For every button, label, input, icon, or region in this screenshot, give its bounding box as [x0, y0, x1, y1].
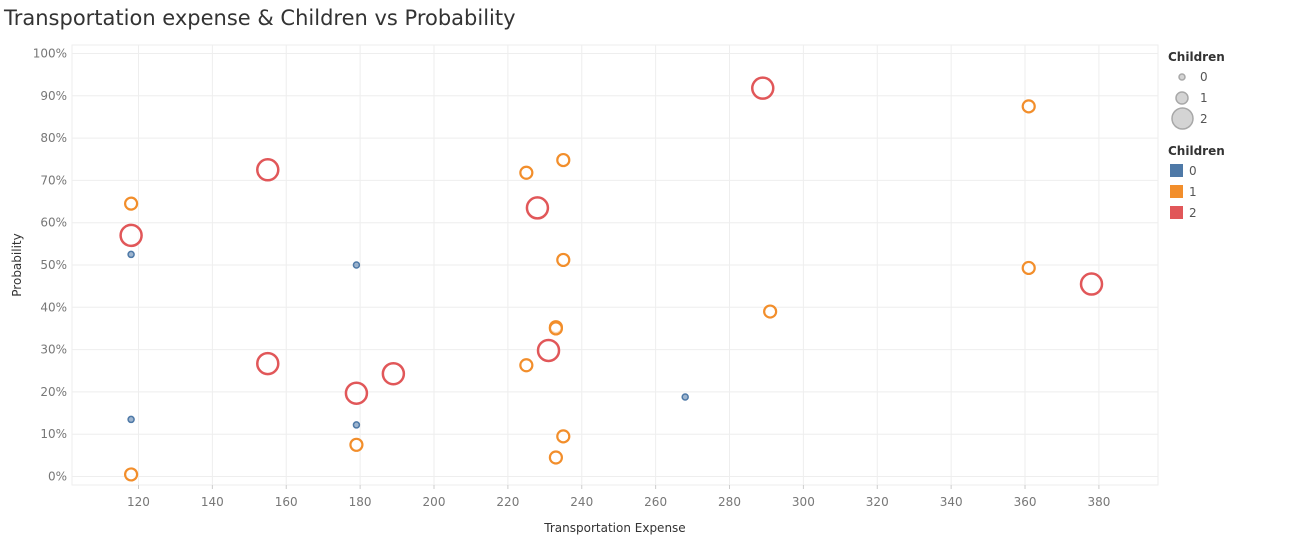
y-axis-ticks: 0% 10% 20% 30% 40% 50% 60% 70% 80% 90% 100% — [33, 46, 67, 483]
y-tick-label: 100% — [33, 46, 67, 60]
color-legend-item[interactable]: 0 — [1168, 160, 1308, 181]
x-axis-title: Transportation Expense — [543, 521, 685, 535]
size-legend-circle-icon — [1168, 90, 1196, 106]
x-tick-label: 160 — [275, 495, 298, 509]
data-point-children-1[interactable] — [548, 450, 563, 465]
chart-title: Transportation expense & Children vs Pro… — [4, 6, 516, 30]
y-tick-label: 70% — [40, 173, 67, 187]
size-legend-circle-icon — [1168, 72, 1196, 82]
x-tick-label: 120 — [127, 495, 150, 509]
x-tick-label: 240 — [570, 495, 593, 509]
x-tick-label: 360 — [1014, 495, 1037, 509]
x-tick-label: 180 — [349, 495, 372, 509]
data-point-children-2[interactable] — [344, 381, 369, 405]
data-point-children-1[interactable] — [124, 467, 139, 482]
x-tick-label: 220 — [496, 495, 519, 509]
x-tick-label: 140 — [201, 495, 224, 509]
color-swatch-icon — [1170, 164, 1183, 177]
color-legend-item[interactable]: 1 — [1168, 181, 1308, 202]
data-point-children-1[interactable] — [124, 196, 139, 211]
data-point-children-2[interactable] — [256, 351, 280, 376]
data-point-children-1[interactable] — [1021, 99, 1036, 114]
y-tick-label: 40% — [40, 300, 67, 314]
y-tick-label: 30% — [40, 343, 67, 357]
x-tick-label: 260 — [644, 495, 667, 509]
data-point-children-1[interactable] — [519, 165, 534, 180]
grid-lines — [71, 44, 1159, 489]
size-legend-title: Children — [1168, 50, 1225, 64]
color-legend-item[interactable]: 2 — [1168, 202, 1308, 223]
data-points[interactable] — [119, 76, 1104, 482]
size-legend-item[interactable]: 1 — [1168, 87, 1308, 108]
y-tick-label: 20% — [40, 385, 67, 399]
data-point-children-1[interactable] — [763, 304, 778, 319]
x-tick-label: 200 — [423, 495, 446, 509]
size-legend-circle-icon — [1168, 106, 1196, 131]
data-point-children-1[interactable] — [556, 252, 571, 268]
data-point-children-2[interactable] — [1079, 272, 1104, 296]
y-tick-label: 90% — [40, 89, 67, 103]
size-legend: Children 0 1 2 — [1168, 50, 1308, 131]
y-tick-label: 0% — [48, 470, 67, 484]
y-axis-title: Probability — [10, 233, 24, 296]
y-tick-label: 50% — [40, 258, 67, 272]
y-tick-label: 10% — [40, 427, 67, 441]
data-point-children-0[interactable] — [352, 261, 361, 269]
data-point-children-1[interactable] — [556, 429, 571, 444]
data-point-children-0[interactable] — [352, 421, 361, 429]
color-swatch-icon — [1170, 206, 1183, 219]
x-tick-label: 300 — [792, 495, 815, 509]
data-point-children-0[interactable] — [127, 250, 135, 259]
size-legend-item[interactable]: 0 — [1168, 66, 1308, 87]
data-point-children-2[interactable] — [751, 76, 775, 100]
data-point-children-2[interactable] — [525, 196, 550, 220]
size-legend-label: 1 — [1200, 90, 1208, 105]
size-legend-label: 2 — [1200, 111, 1208, 126]
data-point-children-0[interactable] — [681, 393, 689, 401]
data-point-children-2[interactable] — [381, 361, 406, 386]
scatter-chart[interactable]: 0% 10% 20% 30% 40% 50% 60% 70% 80% 90% 100% 120 140… — [0, 0, 1160, 544]
data-point-children-2[interactable] — [119, 223, 143, 248]
color-legend-title: Children — [1168, 144, 1225, 158]
y-tick-label: 60% — [40, 216, 67, 230]
x-axis-ticks: 120 140 160 180 200 220 240 260 280 300 320 340 360 3… — [127, 495, 1110, 509]
x-tick-label: 340 — [940, 495, 963, 509]
data-point-children-2[interactable] — [536, 338, 561, 363]
data-point-children-2[interactable] — [256, 158, 280, 182]
data-point-children-1[interactable] — [519, 358, 534, 373]
color-legend-label: 1 — [1189, 184, 1197, 199]
data-point-children-1[interactable] — [556, 152, 571, 168]
data-point-children-1[interactable] — [1021, 260, 1036, 276]
data-point-children-1[interactable] — [349, 437, 364, 452]
color-legend-label: 2 — [1189, 205, 1197, 220]
size-legend-label: 0 — [1200, 69, 1208, 84]
x-tick-label: 320 — [866, 495, 889, 509]
y-tick-label: 80% — [40, 131, 67, 145]
size-legend-item[interactable]: 2 — [1168, 106, 1308, 131]
data-point-children-1[interactable] — [548, 321, 563, 336]
x-tick-label: 380 — [1087, 495, 1110, 509]
x-tick-label: 280 — [718, 495, 741, 509]
color-legend-label: 0 — [1189, 163, 1197, 178]
color-swatch-icon — [1170, 185, 1183, 198]
color-legend: Children 0 1 2 — [1168, 144, 1308, 223]
data-point-children-0[interactable] — [127, 415, 135, 424]
